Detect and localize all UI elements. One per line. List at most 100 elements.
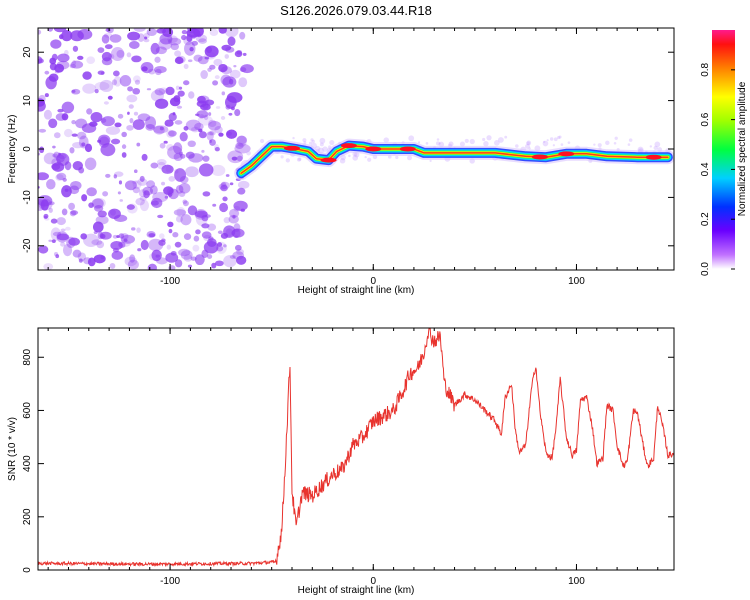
noise-blob	[100, 143, 116, 157]
spectrogram-ytick-label: 20	[22, 46, 33, 58]
noise-blob	[191, 34, 196, 39]
noise-blob	[228, 214, 239, 224]
noise-speck	[408, 135, 415, 142]
noise-blob	[129, 254, 136, 263]
noise-speck	[558, 135, 562, 139]
noise-blob	[111, 250, 124, 260]
noise-blob	[146, 28, 157, 36]
noise-blob	[109, 263, 116, 269]
noise-blob	[48, 201, 55, 206]
noise-blob	[126, 124, 134, 131]
noise-blob	[72, 141, 84, 149]
noise-blob	[146, 231, 156, 238]
noise-blob	[57, 53, 70, 63]
noise-speck	[354, 152, 360, 158]
noise-blob	[90, 111, 103, 123]
noise-blob	[173, 152, 183, 162]
colorbar-tick-label: 0.0	[700, 262, 711, 276]
spectrogram-ytick-label: -10	[22, 190, 33, 205]
noise-blob	[168, 228, 173, 234]
noise-blob	[223, 254, 237, 268]
noise-blob	[198, 131, 207, 139]
noise-blob	[91, 198, 104, 209]
noise-blob	[134, 79, 141, 85]
noise-blob	[187, 205, 198, 216]
noise-blob	[50, 218, 58, 224]
noise-blob	[61, 208, 68, 216]
noise-speck	[486, 135, 492, 141]
noise-blob	[185, 166, 199, 178]
noise-blob	[44, 70, 50, 75]
noise-blob	[193, 54, 203, 62]
noise-blob	[206, 131, 214, 141]
noise-blob	[127, 31, 141, 41]
noise-blob	[167, 145, 183, 160]
noise-blob	[214, 146, 220, 152]
noise-blob	[150, 200, 159, 206]
noise-blob	[47, 28, 54, 32]
noise-blob	[38, 152, 41, 156]
noise-speck	[367, 157, 372, 162]
noise-blob	[132, 87, 141, 95]
noise-speck	[285, 158, 290, 163]
noise-blob	[95, 215, 109, 225]
noise-blob	[159, 233, 165, 239]
noise-blob	[129, 117, 134, 124]
noise-blob	[225, 46, 235, 53]
noise-blob	[100, 255, 105, 260]
noise-blob	[217, 230, 223, 235]
noise-blob	[214, 75, 220, 80]
noise-blob	[146, 88, 152, 91]
noise-blob	[195, 34, 208, 43]
noise-blob	[235, 255, 247, 265]
noise-blob	[174, 56, 184, 65]
noise-blob	[208, 119, 217, 128]
noise-blob	[173, 95, 181, 103]
noise-speck	[525, 143, 531, 149]
noise-blob	[53, 28, 67, 33]
noise-blob	[191, 40, 198, 46]
noise-blob	[44, 93, 49, 98]
noise-blob	[133, 169, 138, 174]
track-hotspot	[340, 143, 357, 149]
noise-speck	[649, 145, 653, 148]
noise-blob	[72, 45, 79, 52]
noise-speck	[483, 140, 489, 147]
noise-speck	[614, 136, 618, 140]
noise-blob	[99, 79, 114, 92]
noise-blob	[101, 57, 113, 66]
noise-speck	[280, 155, 284, 159]
noise-blob	[63, 128, 73, 138]
noise-speck	[593, 143, 596, 146]
noise-blob	[220, 184, 228, 192]
noise-blob	[166, 143, 175, 151]
noise-blob	[168, 130, 177, 137]
noise-blob	[181, 34, 187, 41]
noise-blob	[64, 188, 69, 192]
noise-blob	[174, 120, 183, 125]
noise-blob	[38, 245, 49, 254]
noise-blob	[60, 242, 66, 247]
noise-speck	[628, 138, 633, 142]
noise-blob	[86, 108, 93, 115]
noise-blob	[198, 163, 214, 177]
noise-blob	[222, 196, 228, 202]
noise-speck	[526, 141, 530, 146]
noise-blob	[119, 199, 123, 202]
noise-blob	[238, 77, 248, 88]
noise-blob	[150, 42, 160, 55]
noise-blob	[143, 38, 150, 43]
spectrogram-ytick-label: -20	[22, 238, 33, 253]
noise-blob	[229, 255, 236, 259]
noise-blob	[64, 49, 69, 56]
noise-blob	[44, 217, 50, 221]
snr-line	[38, 328, 674, 568]
noise-blob	[201, 223, 210, 229]
noise-speck	[526, 140, 532, 146]
noise-blob	[234, 108, 241, 117]
noise-blob	[201, 231, 212, 239]
noise-blob	[87, 257, 96, 267]
noise-blob	[48, 118, 58, 129]
noise-blob	[174, 259, 183, 268]
noise-blob	[96, 240, 105, 249]
